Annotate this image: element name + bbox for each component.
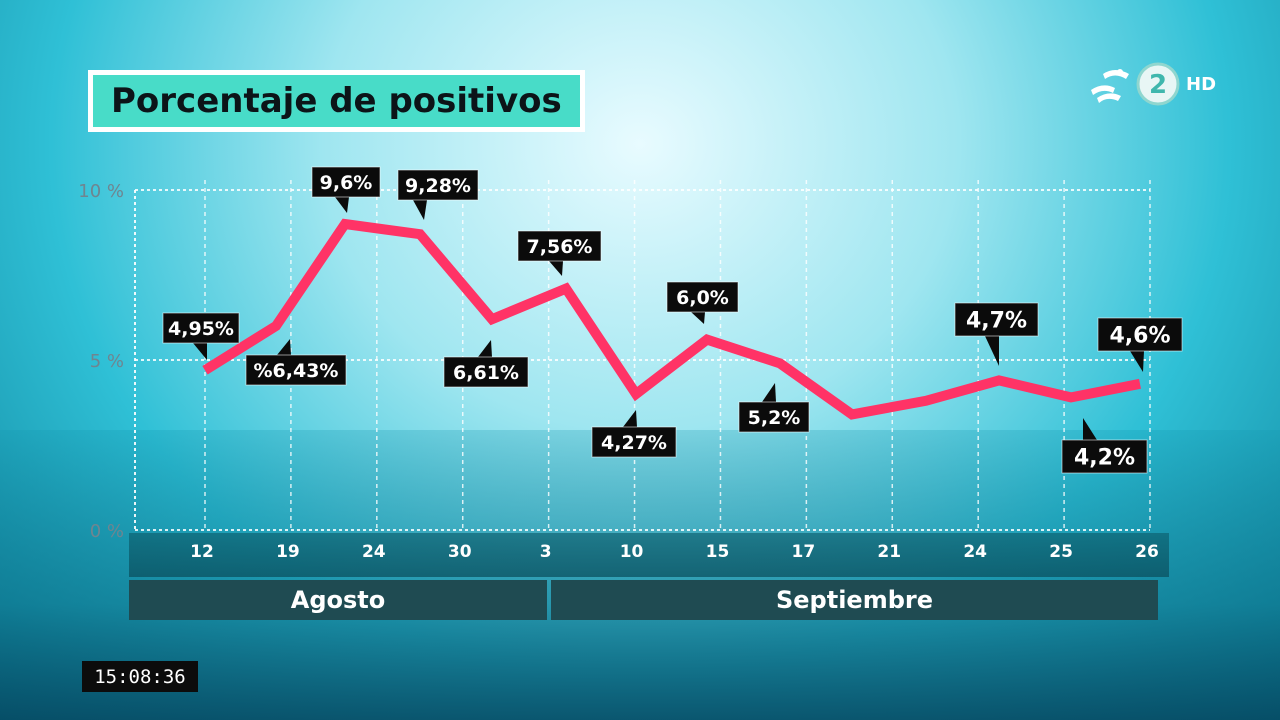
x-tick-label: 25 [1049, 542, 1073, 562]
x-tick-label: 17 [792, 542, 816, 562]
callout-box [591, 426, 677, 458]
callout-pointer [277, 339, 291, 355]
data-label-callout: 4,95% [162, 312, 240, 360]
callout-pointer [623, 410, 637, 427]
callout-box [738, 401, 810, 433]
y-tick-label: 10 % [78, 181, 124, 202]
data-label: 7,56% [527, 236, 593, 258]
hd-badge: HD [1186, 74, 1216, 95]
channel-number: 2 [1149, 70, 1167, 100]
callout-pointer [193, 343, 207, 360]
x-tick-label: 24 [963, 542, 987, 562]
x-tick-label: 3 [540, 542, 552, 562]
clock: 15:08:36 [82, 661, 198, 692]
callout-pointer [413, 200, 427, 220]
month-label-agosto: Agosto [129, 580, 547, 620]
callout-box [162, 312, 240, 344]
data-label: 4,2% [1074, 445, 1135, 470]
data-label-callout: 5,2% [738, 383, 810, 433]
callout-pointer [478, 340, 492, 357]
data-label: %6,43% [254, 360, 339, 382]
channel-logo: 2 HD [1091, 62, 1216, 106]
x-tick-label: 26 [1135, 542, 1159, 562]
series-line-path [202, 218, 1141, 420]
callout-box [443, 356, 529, 388]
x-tick-label: 30 [448, 542, 472, 562]
callout-box [954, 302, 1039, 337]
data-label-callout: 4,7% [954, 302, 1039, 366]
data-label: 6,61% [453, 362, 519, 384]
x-tick-label: 21 [877, 542, 901, 562]
callout-pointer [691, 312, 705, 324]
x-axis-ticks: 12 19 24 30 3 10 15 17 21 24 25 26 [190, 542, 1159, 562]
x-tick-label: 19 [276, 542, 300, 562]
data-label: 9,28% [405, 175, 471, 197]
callout-box [1097, 317, 1183, 352]
callout-pointer [1083, 418, 1097, 440]
data-label-callout: 9,6% [311, 166, 381, 213]
callout-box [397, 169, 479, 201]
callout-pointer [335, 197, 349, 213]
data-label-callout: 9,28% [397, 169, 479, 220]
callout-box [245, 354, 347, 386]
y-axis-ticks: 10 % 5 % 0 % [78, 181, 124, 542]
data-label-callout: 4,27% [591, 410, 677, 458]
x-tick-label: 12 [190, 542, 214, 562]
callout-box [666, 281, 739, 313]
eitb-swoosh-icon [1091, 69, 1129, 103]
callout-box [311, 166, 381, 198]
x-tick-label: 10 [620, 542, 644, 562]
data-label-callout: 7,56% [517, 230, 602, 276]
data-label: 4,27% [601, 432, 667, 454]
data-label-callout: %6,43% [245, 339, 347, 386]
data-label: 4,7% [966, 308, 1027, 333]
data-label-callout: 4,2% [1061, 418, 1148, 474]
data-label: 4,6% [1109, 323, 1170, 348]
date-axis-band [129, 533, 1169, 577]
callout-pointer [549, 261, 563, 276]
y-tick-label: 5 % [90, 351, 124, 372]
channel-number-badge [1136, 62, 1180, 106]
callout-box [517, 230, 602, 262]
y-tick-label: 0 % [90, 521, 124, 542]
data-label-callout: 6,61% [443, 340, 529, 388]
callout-pointer [985, 336, 999, 366]
x-tick-label: 15 [706, 542, 730, 562]
data-label-callout: 4,6% [1097, 317, 1183, 372]
month-label-septiembre: Septiembre [551, 580, 1158, 620]
data-label: 4,95% [168, 318, 234, 340]
data-label: 9,6% [320, 172, 373, 194]
data-label: 6,0% [676, 287, 729, 309]
callout-box [1061, 439, 1148, 474]
data-label: 5,2% [748, 407, 801, 429]
x-tick-label: 24 [362, 542, 386, 562]
data-label-callout: 6,0% [666, 281, 739, 324]
callout-pointer [762, 383, 776, 402]
chart-title: Porcentaje de positivos [88, 70, 585, 132]
data-labels: 4,95% %6,43% 9,6% 9,28% 6,61% 7,56% 4,27% 6,0% 5… [162, 166, 1183, 474]
series-line [202, 218, 1141, 420]
callout-pointer [1130, 351, 1144, 372]
